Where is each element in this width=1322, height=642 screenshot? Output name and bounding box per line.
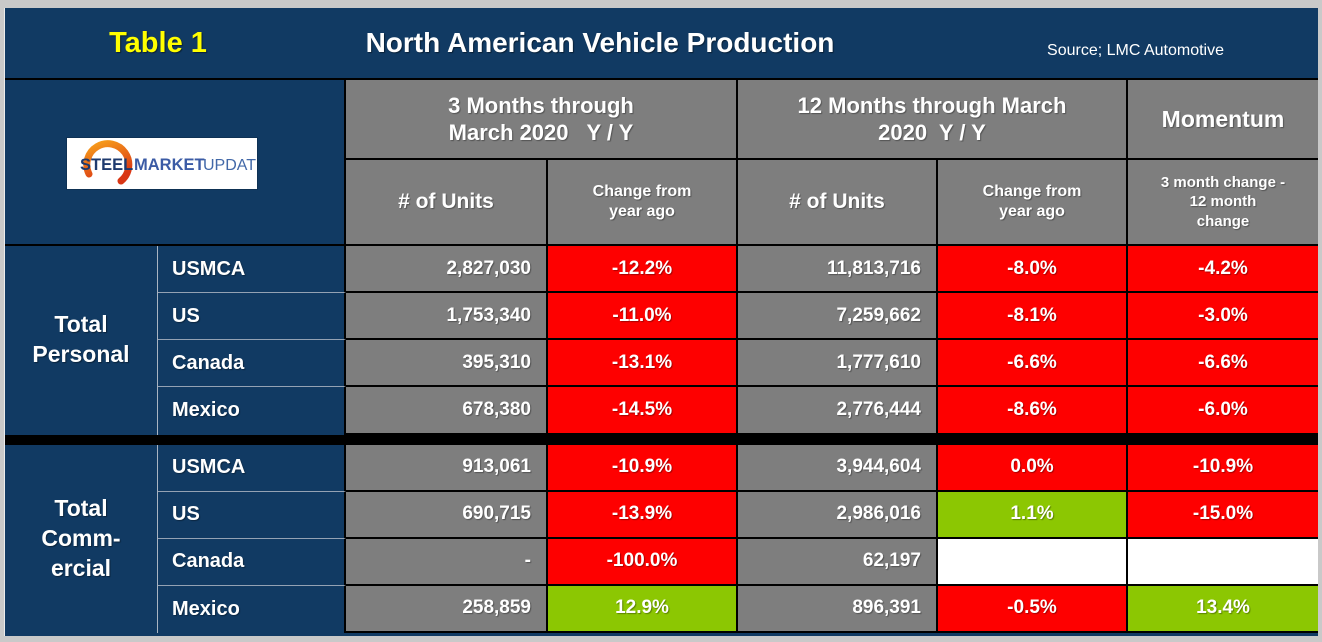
change-3mo-value: -13.1% xyxy=(548,340,738,388)
header-3-months: 3 Months through March 2020 Y / Y xyxy=(346,80,738,160)
units-3mo-value: - xyxy=(346,538,548,586)
header-units-3mo: # of Units xyxy=(346,160,548,246)
logo-cell: STEEL MARKET UPDATE xyxy=(5,80,346,246)
production-table: STEEL MARKET UPDATE 3 Months through Mar… xyxy=(5,80,1318,633)
units-12mo-value: 2,986,016 xyxy=(738,491,938,539)
change-12mo-value: -8.6% xyxy=(938,387,1128,435)
units-3mo-value: 1,753,340 xyxy=(346,293,548,341)
change-3mo-value: 12.9% xyxy=(548,585,738,633)
units-12mo-value: 3,944,604 xyxy=(738,444,938,492)
logo-word-market: MARKET xyxy=(134,156,205,174)
row-label-canada: Canada xyxy=(158,340,346,388)
units-3mo-value: 395,310 xyxy=(346,340,548,388)
row-label-usmca: USMCA xyxy=(158,246,346,294)
steel-market-update-logo: STEEL MARKET UPDATE xyxy=(67,138,267,189)
units-12mo-value: 62,197 xyxy=(738,538,938,586)
change-3mo-value: -10.9% xyxy=(548,444,738,492)
logo-swoosh-icon: STEEL MARKET UPDATE xyxy=(80,140,267,185)
header-momentum: Momentum xyxy=(1128,80,1318,160)
row-label-mexico: Mexico xyxy=(158,585,346,633)
row-label-us: US xyxy=(158,491,346,539)
change-12mo-value: -6.6% xyxy=(938,340,1128,388)
momentum-value: -15.0% xyxy=(1128,491,1318,539)
momentum-value: -6.6% xyxy=(1128,340,1318,388)
change-3mo-value: -12.2% xyxy=(548,246,738,294)
header-change-12mo: Change from year ago xyxy=(938,160,1128,246)
change-12mo-value: 0.0% xyxy=(938,444,1128,492)
momentum-value: -6.0% xyxy=(1128,387,1318,435)
units-3mo-value: 2,827,030 xyxy=(346,246,548,294)
change-12mo-value: -8.0% xyxy=(938,246,1128,294)
header-12-months: 12 Months through March 2020 Y / Y xyxy=(738,80,1128,160)
change-3mo-value: -14.5% xyxy=(548,387,738,435)
change-3mo-value: -11.0% xyxy=(548,293,738,341)
momentum-value: -3.0% xyxy=(1128,293,1318,341)
change-12mo-value xyxy=(938,538,1128,586)
page-title: North American Vehicle Production xyxy=(365,27,835,58)
momentum-value: 13.4% xyxy=(1128,585,1318,633)
momentum-value: -10.9% xyxy=(1128,444,1318,492)
source-attribution: Source; LMC Automotive xyxy=(1047,42,1224,59)
logo-word-update: UPDATE xyxy=(203,157,257,174)
units-3mo-value: 690,715 xyxy=(346,491,548,539)
units-12mo-value: 1,777,610 xyxy=(738,340,938,388)
row-label-mexico: Mexico xyxy=(158,387,346,435)
header-momentum-formula: 3 month change - 12 month change xyxy=(1128,160,1318,246)
row-label-usmca: USMCA xyxy=(158,444,346,492)
units-12mo-value: 2,776,444 xyxy=(738,387,938,435)
group-label-total-commercial: Total Comm- ercial xyxy=(5,444,158,633)
change-12mo-value: -0.5% xyxy=(938,585,1128,633)
logo-word-steel: STEEL xyxy=(80,156,133,174)
units-12mo-value: 7,259,662 xyxy=(738,293,938,341)
table-page: Table 1 North American Vehicle Productio… xyxy=(4,8,1318,636)
units-12mo-value: 11,813,716 xyxy=(738,246,938,294)
momentum-value: -4.2% xyxy=(1128,246,1318,294)
row-label-canada: Canada xyxy=(158,538,346,586)
momentum-value xyxy=(1128,538,1318,586)
group-label-total-personal: Total Personal xyxy=(5,246,158,435)
units-12mo-value: 896,391 xyxy=(738,585,938,633)
units-3mo-value: 913,061 xyxy=(346,444,548,492)
units-3mo-value: 258,859 xyxy=(346,585,548,633)
title-bar: Table 1 North American Vehicle Productio… xyxy=(5,8,1318,80)
change-12mo-value: 1.1% xyxy=(938,491,1128,539)
table-number-label: Table 1 xyxy=(109,26,207,59)
change-3mo-value: -13.9% xyxy=(548,491,738,539)
change-3mo-value: -100.0% xyxy=(548,538,738,586)
row-label-us: US xyxy=(158,293,346,341)
units-3mo-value: 678,380 xyxy=(346,387,548,435)
header-units-12mo: # of Units xyxy=(738,160,938,246)
change-12mo-value: -8.1% xyxy=(938,293,1128,341)
header-change-3mo: Change from year ago xyxy=(548,160,738,246)
section-divider xyxy=(5,434,1318,445)
